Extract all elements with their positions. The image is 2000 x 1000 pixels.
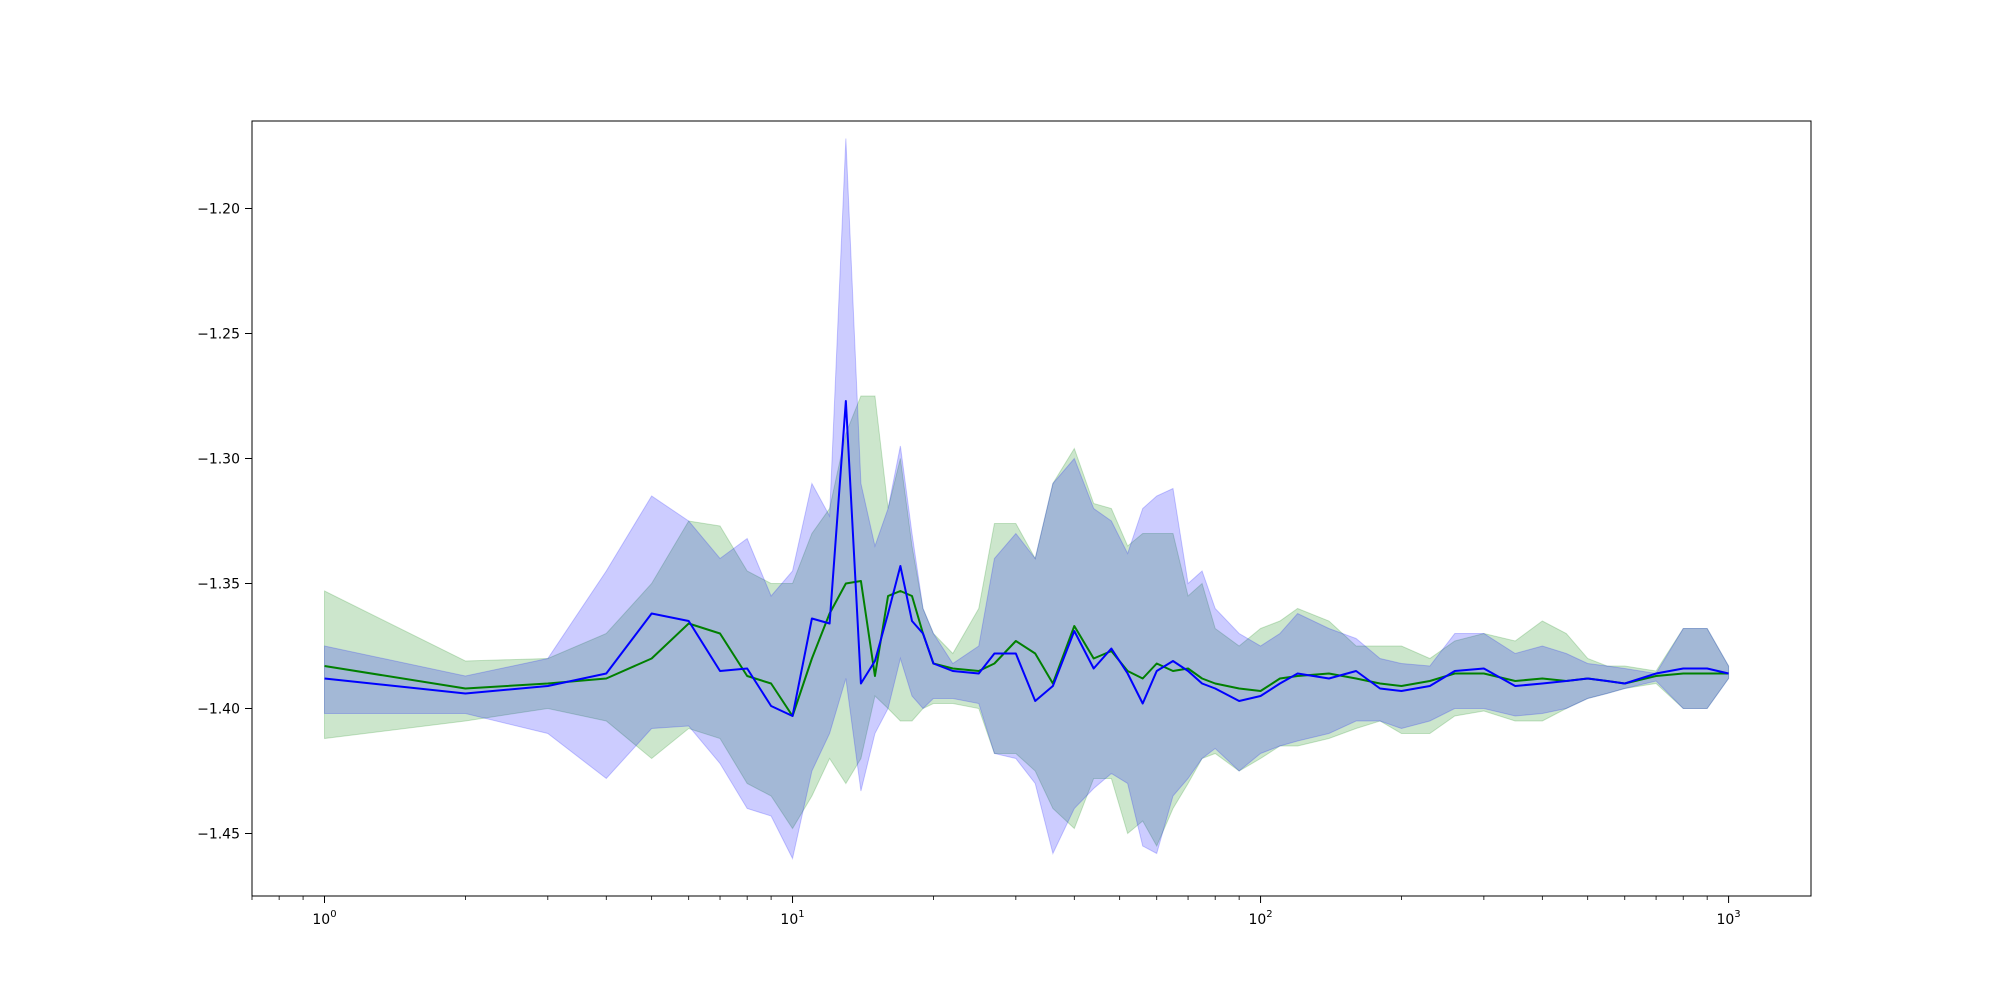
series-2-line <box>324 400 1729 717</box>
x-axis: 100 101 102 103 <box>251 896 1741 928</box>
series-1-line <box>324 580 1729 717</box>
y-tick-label: −1.30 <box>197 452 240 468</box>
confidence-bands <box>324 138 1730 860</box>
series-lines <box>324 400 1729 717</box>
x-tick-label: 103 <box>1716 909 1740 928</box>
y-tick-label: −1.35 <box>197 577 240 593</box>
x-tick-label: 101 <box>780 909 804 928</box>
x-tick-label: 100 <box>312 909 336 928</box>
series-2-band <box>324 138 1730 860</box>
x-tick-label: 102 <box>1248 909 1272 928</box>
y-tick-label: −1.45 <box>197 827 240 843</box>
plot-frame <box>251 120 1812 897</box>
y-axis: −1.20 −1.25 −1.30 −1.35 −1.40 −1.45 <box>197 202 252 843</box>
series-1-band <box>324 395 1730 848</box>
y-tick-label: −1.40 <box>197 702 240 718</box>
y-tick-label: −1.20 <box>197 202 240 218</box>
y-tick-label: −1.25 <box>197 327 240 343</box>
